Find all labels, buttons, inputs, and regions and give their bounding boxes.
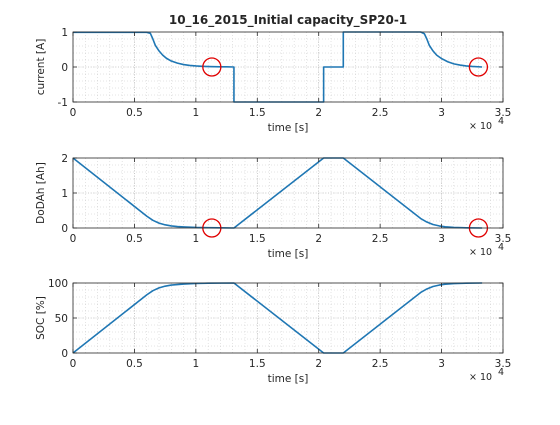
x-tick-label: 1.5 <box>249 358 266 370</box>
x-axis-label: time [s] <box>268 248 309 260</box>
x-tick-label: 3.5 <box>495 358 512 370</box>
x-tick-label: 3.5 <box>495 233 512 245</box>
subplot-3: 0 0.5 1 1.5 2 2.5 3 3.5 0 50 100 × 10 4 time [s] SOC [… <box>35 278 511 385</box>
x-tick-label: 3.5 <box>495 107 512 119</box>
highlight-marker-circle-1 <box>202 57 222 77</box>
highlight-marker-circle-2 <box>468 57 489 77</box>
x-axis-label: time [s] <box>268 373 309 385</box>
chart-title: 10_16_2015_Initial capacity_SP20-1 <box>169 13 407 28</box>
y-tick-label: 100 <box>48 278 68 290</box>
x-tick-label: 1 <box>193 233 200 245</box>
x-exponent-power: 4 <box>498 367 504 378</box>
y-tick-label: 2 <box>61 153 68 165</box>
x-tick-label: 3 <box>438 233 445 245</box>
x-tick-label: 0.5 <box>126 358 143 370</box>
x-tick-label: 1.5 <box>249 107 266 119</box>
subplot-2: 0 0.5 1 1.5 2 2.5 3 3.5 0 1 2 × 10 4 time [s] DoDAh [A… <box>35 153 511 260</box>
series-line-1 <box>72 282 483 354</box>
x-tick-label: 0 <box>70 358 77 370</box>
y-tick-label: 0 <box>61 62 68 74</box>
y-tick-label: 1 <box>61 188 68 200</box>
x-tick-label: 1.5 <box>249 233 266 245</box>
y-tick-label: -1 <box>58 97 68 109</box>
x-exponent-power: 4 <box>498 116 504 127</box>
x-exponent-label: × 10 <box>469 121 492 132</box>
x-exponent-label: × 10 <box>469 247 492 258</box>
x-tick-label: 0 <box>70 107 77 119</box>
x-tick-label: 0.5 <box>126 107 143 119</box>
x-tick-label: 3 <box>438 107 445 119</box>
x-axis-label: time [s] <box>268 122 309 134</box>
y-tick-label: 0 <box>61 223 68 235</box>
x-tick-label: 2 <box>315 358 322 370</box>
y-tick-label: 50 <box>55 313 68 325</box>
y-axis-label: current [A] <box>35 39 47 96</box>
x-tick-label: 2 <box>315 233 322 245</box>
x-exponent-power: 4 <box>498 242 504 253</box>
x-exponent-label: × 10 <box>469 372 492 383</box>
x-tick-label: 3 <box>438 358 445 370</box>
y-axis-label: SOC [%] <box>35 296 47 340</box>
series-line-1 <box>73 31 483 103</box>
x-tick-label: 2.5 <box>372 358 389 370</box>
x-tick-label: 2.5 <box>372 107 389 119</box>
y-tick-label: 0 <box>61 348 68 360</box>
x-tick-label: 0 <box>70 233 77 245</box>
x-tick-label: 2.5 <box>372 233 389 245</box>
y-tick-label: 1 <box>61 27 68 39</box>
x-tick-label: 2 <box>315 107 322 119</box>
x-tick-label: 1 <box>193 358 200 370</box>
x-tick-label: 0.5 <box>126 233 143 245</box>
y-axis-label: DoDAh [Ah] <box>35 162 47 224</box>
x-tick-label: 1 <box>193 107 200 119</box>
